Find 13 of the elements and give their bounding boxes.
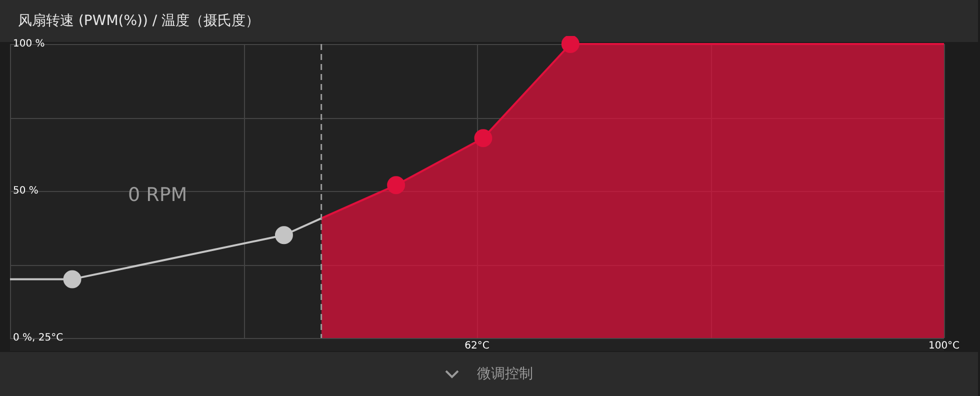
y-tick-label: 50 % <box>13 186 38 197</box>
y-tick-label: 100 % <box>13 38 45 50</box>
text: 微调控制 <box>477 366 533 382</box>
annotation: 0 RPM <box>128 184 188 206</box>
point <box>63 270 82 288</box>
y-tick-label: 0 %, 25°C <box>13 332 64 344</box>
point <box>561 36 580 53</box>
point <box>274 226 293 244</box>
x-tick-label: 100°C <box>928 340 960 352</box>
point <box>474 129 492 148</box>
point <box>387 176 406 194</box>
chart-title: 风扇转速 (PWM(%)) / 温度（摄氏度） <box>18 13 260 29</box>
x-tick-label: 62°C <box>464 340 490 352</box>
